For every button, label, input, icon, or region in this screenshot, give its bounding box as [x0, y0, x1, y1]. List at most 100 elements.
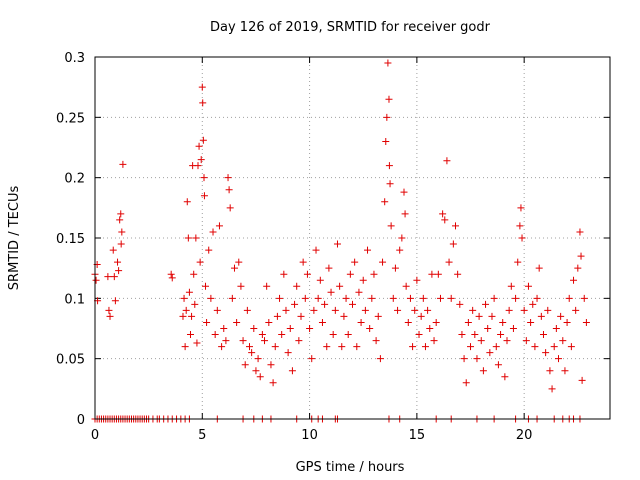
data-point [119, 160, 127, 168]
data-point [340, 312, 348, 320]
data-point [524, 282, 532, 290]
data-point [105, 306, 113, 314]
data-point [321, 300, 329, 308]
data-point [428, 270, 436, 278]
data-point [567, 343, 575, 351]
data-point [191, 300, 199, 308]
data-point [237, 282, 245, 290]
data-point [312, 246, 320, 254]
data-point [282, 306, 290, 314]
data-point [225, 186, 233, 194]
data-point [117, 240, 125, 248]
data-point [398, 234, 406, 242]
data-point [185, 288, 193, 296]
data-point [184, 234, 192, 242]
data-point [531, 343, 539, 351]
data-point [574, 264, 582, 272]
data-point [509, 325, 517, 332]
data-point [276, 294, 284, 302]
data-point [327, 288, 335, 296]
data-point [263, 282, 271, 290]
data-point [447, 294, 455, 302]
data-point [544, 306, 552, 314]
data-point [394, 306, 402, 314]
x-tick-labels: 0 5 10 15 20 [91, 428, 533, 443]
data-point [477, 337, 485, 345]
data-point [179, 312, 187, 320]
data-point [182, 306, 190, 314]
data-point [366, 325, 374, 332]
data-point [552, 325, 560, 332]
data-point [325, 264, 333, 272]
data-point [252, 367, 260, 375]
data-point [475, 312, 483, 320]
data-point [577, 252, 585, 260]
data-point [542, 349, 550, 357]
y-tick-label: 0.1 [64, 292, 85, 307]
data-point [336, 282, 344, 290]
data-point [273, 312, 281, 320]
data-point [404, 318, 412, 326]
data-point [548, 385, 556, 393]
data-point [180, 294, 188, 302]
data-point [118, 228, 126, 236]
data-point [329, 331, 337, 339]
data-point [295, 337, 303, 345]
data-point [248, 349, 256, 357]
data-point [198, 83, 206, 91]
data-point [306, 325, 314, 332]
data-point [117, 210, 125, 218]
data-point [460, 355, 468, 363]
data-point [199, 136, 207, 144]
data-point [333, 240, 341, 248]
x-tick-label: 5 [198, 428, 206, 443]
data-point [310, 306, 318, 314]
data-point [396, 246, 404, 254]
data-point [215, 222, 223, 230]
data-point [318, 318, 326, 326]
data-point [492, 343, 500, 351]
data-point [501, 373, 509, 381]
data-point [497, 331, 505, 339]
data-point [361, 306, 369, 314]
data-point [384, 59, 392, 67]
data-point [286, 325, 294, 332]
data-point [518, 234, 526, 242]
data-point [516, 222, 524, 230]
data-point [258, 331, 266, 339]
data-point [503, 337, 511, 345]
data-point [193, 339, 201, 347]
data-point [323, 343, 331, 351]
data-point [374, 312, 382, 320]
data-point [370, 270, 378, 278]
data-point [167, 270, 175, 278]
data-point [576, 228, 584, 236]
data-points [91, 59, 590, 423]
data-point [288, 367, 296, 375]
data-point [299, 258, 307, 266]
y-tick-label: 0.3 [64, 51, 85, 66]
data-point [359, 276, 367, 284]
data-point [514, 258, 522, 266]
data-point [456, 300, 464, 308]
data-point [186, 331, 194, 339]
data-point [383, 113, 391, 121]
data-point [580, 294, 588, 302]
data-point [381, 198, 389, 206]
data-point [188, 312, 196, 320]
data-point [355, 288, 363, 296]
data-point [391, 264, 399, 272]
data-point [482, 300, 490, 308]
data-point [505, 306, 513, 314]
data-point [490, 294, 498, 302]
data-point [181, 343, 189, 351]
grid-lines [95, 57, 610, 419]
data-point [432, 318, 440, 326]
data-point [190, 270, 198, 278]
data-point [488, 312, 496, 320]
data-point [458, 331, 466, 339]
data-point [271, 343, 279, 351]
data-point [582, 318, 590, 326]
data-point [233, 318, 241, 326]
data-point [529, 300, 537, 308]
